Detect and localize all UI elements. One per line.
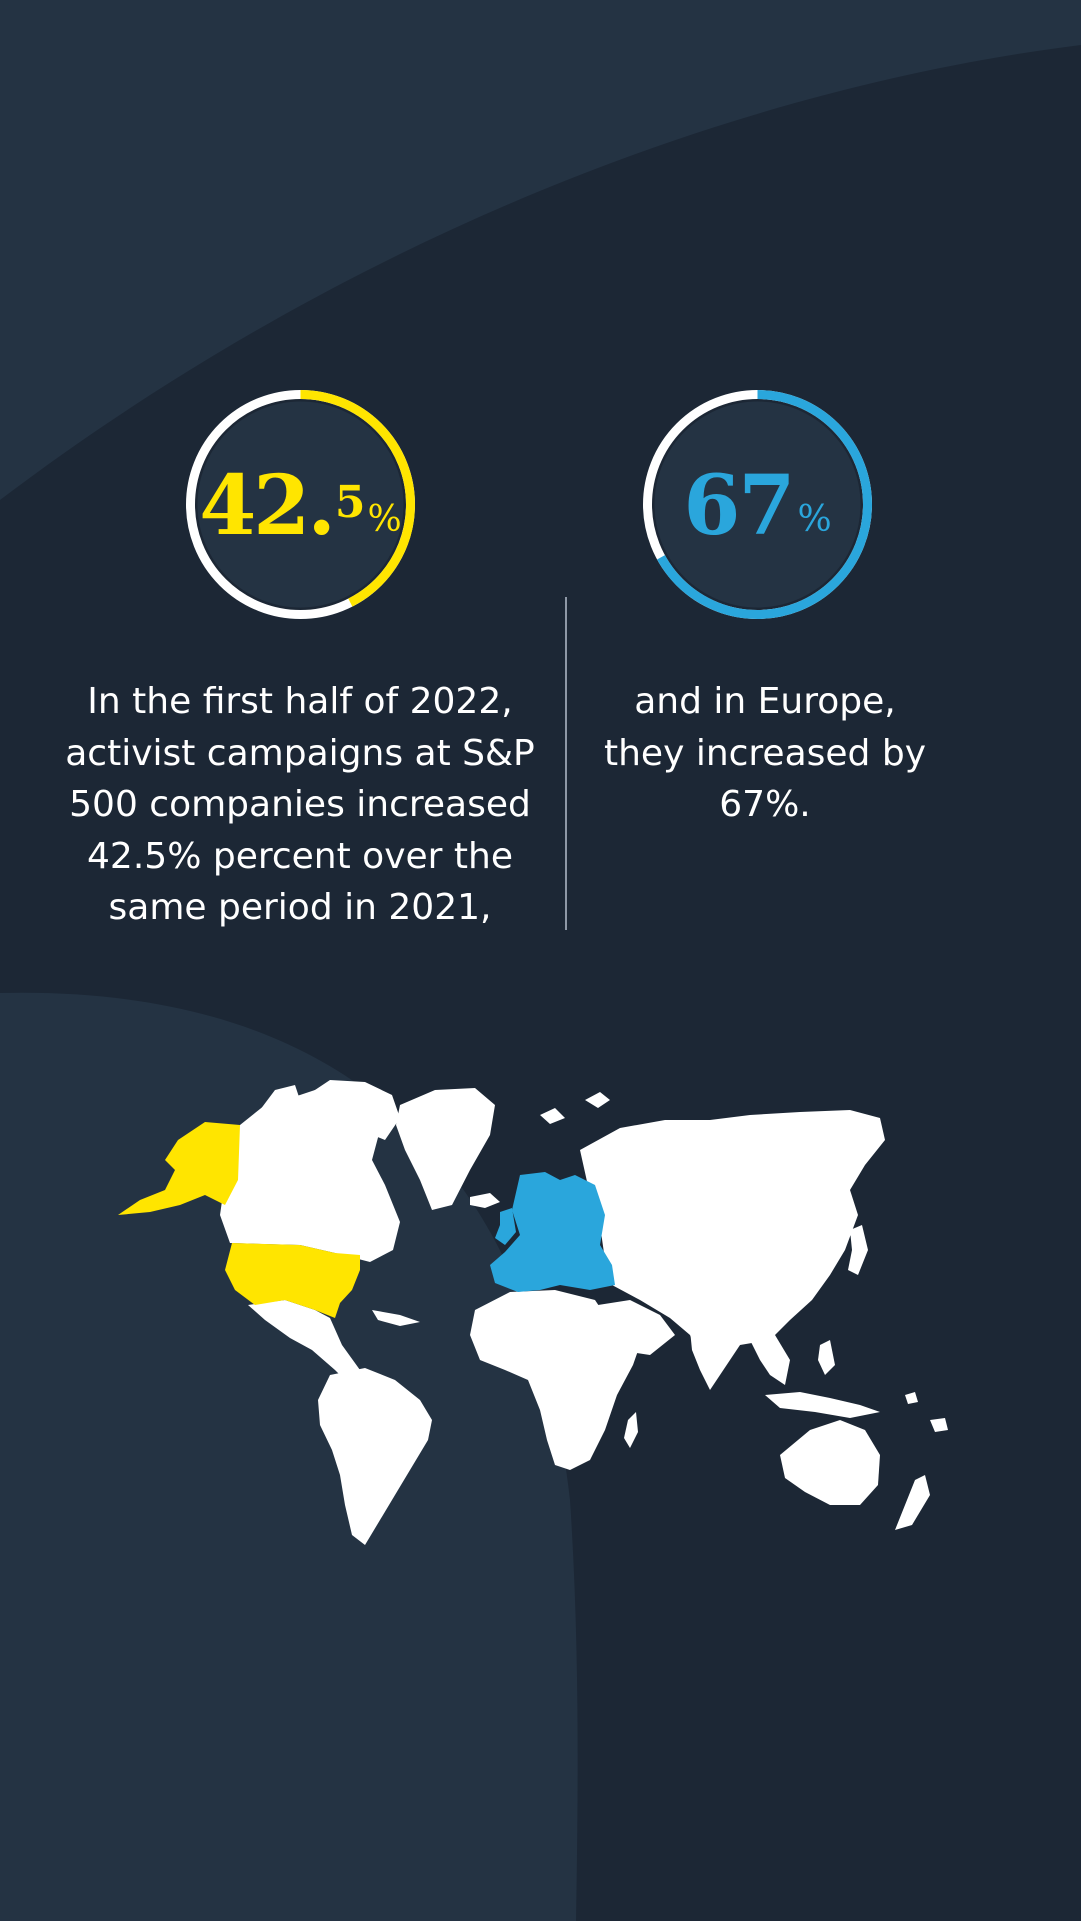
map-highlights bbox=[118, 1122, 615, 1318]
arctic-islands bbox=[300, 1080, 400, 1140]
japan bbox=[848, 1225, 868, 1275]
us-stat-value: 42. 5% bbox=[183, 387, 418, 622]
us-value-decimal: 5 bbox=[334, 477, 366, 528]
us-ring-arc bbox=[186, 390, 415, 619]
us-ring-fill bbox=[197, 401, 404, 608]
us-progress-ring: 42. 5% bbox=[183, 387, 418, 622]
central-america bbox=[248, 1300, 370, 1390]
map-base-landmasses bbox=[220, 1080, 948, 1545]
europe-ring-arc bbox=[643, 390, 872, 619]
southeast-asia bbox=[750, 1335, 790, 1385]
contiguous-us-highlight bbox=[225, 1243, 360, 1318]
northern-russia-coast bbox=[600, 1128, 640, 1155]
top-curve-shape bbox=[0, 0, 1081, 500]
svalbard bbox=[540, 1092, 610, 1124]
uk-ireland-highlight bbox=[495, 1208, 516, 1245]
canada-landmass bbox=[220, 1085, 400, 1262]
europe-ring-graphic bbox=[643, 390, 872, 619]
us-stat-description: In the first half of 2022, activist camp… bbox=[65, 681, 535, 928]
europe-progress-ring: 67% bbox=[640, 387, 875, 622]
iceland bbox=[470, 1193, 500, 1208]
europe-ring-fill bbox=[654, 401, 861, 608]
africa bbox=[470, 1290, 640, 1470]
europe-highlight bbox=[490, 1172, 615, 1292]
asia bbox=[580, 1110, 885, 1365]
us-value-main: 42. bbox=[199, 457, 336, 554]
column-divider bbox=[565, 597, 567, 930]
bottom-curve-shape bbox=[0, 992, 578, 1921]
south-america bbox=[318, 1368, 432, 1545]
europe-stat-value: 67% bbox=[640, 387, 875, 622]
arabian-peninsula bbox=[598, 1300, 675, 1355]
arctic-island-west bbox=[260, 1085, 300, 1115]
caribbean-islands bbox=[372, 1310, 420, 1326]
india bbox=[690, 1328, 740, 1390]
us-value-percent-sign: % bbox=[367, 499, 402, 540]
pacific-islands bbox=[905, 1392, 948, 1432]
philippines bbox=[818, 1340, 835, 1375]
greenland bbox=[396, 1088, 495, 1210]
madagascar bbox=[624, 1412, 638, 1448]
australia bbox=[780, 1420, 880, 1505]
europe-value-percent-sign: % bbox=[797, 499, 832, 540]
new-zealand bbox=[895, 1475, 930, 1530]
alaska-highlight bbox=[118, 1122, 240, 1215]
europe-stat-description: and in Europe, they increased by 67%. bbox=[603, 681, 926, 825]
us-ring-graphic bbox=[186, 390, 415, 619]
indonesia bbox=[765, 1392, 880, 1418]
europe-value-main: 67 bbox=[683, 457, 795, 554]
